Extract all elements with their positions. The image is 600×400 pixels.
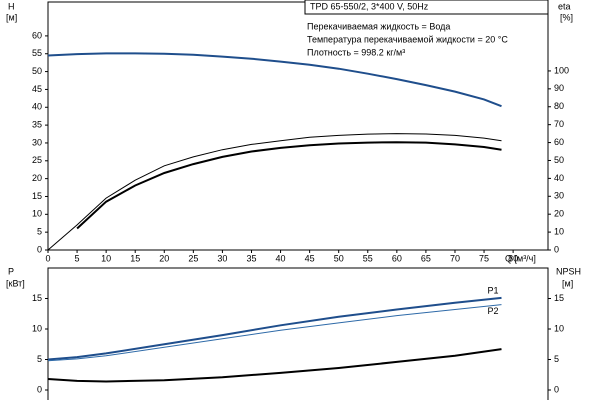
series-line: [47, 133, 502, 251]
annotation: Температура перекачиваемой жидкости = 20…: [307, 34, 508, 44]
series-line: [47, 348, 502, 383]
y2-tick-label: 20: [554, 209, 564, 219]
chart-title: TPD 65-550/2, 3*400 V, 50Hz: [310, 1, 429, 11]
x-tick-label: 35: [246, 253, 256, 263]
y-tick-label: 25: [32, 155, 42, 165]
y2-tick-label: 50: [554, 155, 564, 165]
y2-tick-label: 100: [554, 65, 569, 75]
y-axis-label: H: [8, 1, 15, 11]
y2-tick-label: 10: [554, 323, 564, 333]
y-tick-label: 0: [37, 244, 42, 254]
y-axis-unit: [кВт]: [6, 278, 25, 288]
y-tick-label: 35: [32, 119, 42, 129]
y-tick-label: 15: [32, 293, 42, 303]
y2-tick-label: 60: [554, 137, 564, 147]
x-tick-label: 65: [421, 253, 431, 263]
x-tick-label: 5: [75, 253, 80, 263]
y2-axis-label: eta: [558, 1, 571, 11]
series-line: [76, 141, 502, 230]
x-tick-label: 45: [305, 253, 315, 263]
y-tick-label: 5: [37, 354, 42, 364]
x-tick-label: 20: [159, 253, 169, 263]
x-tick-label: 70: [450, 253, 460, 263]
x-axis-label: Q [м³/ч]: [505, 253, 536, 263]
series-line: [47, 304, 502, 362]
series-label: P2: [487, 306, 498, 316]
y2-tick-label: 40: [554, 173, 564, 183]
series-line: [47, 52, 502, 108]
y-tick-label: 10: [32, 323, 42, 333]
y-tick-label: 45: [32, 84, 42, 94]
x-tick-label: 50: [334, 253, 344, 263]
y2-tick-label: 0: [554, 384, 559, 394]
x-tick-label: 55: [363, 253, 373, 263]
y2-tick-label: 70: [554, 119, 564, 129]
y-tick-label: 10: [32, 209, 42, 219]
x-tick-label: 30: [217, 253, 227, 263]
y2-tick-label: 5: [554, 354, 559, 364]
y-tick-label: 20: [32, 173, 42, 183]
y2-tick-label: 15: [554, 293, 564, 303]
title-box: [304, 0, 549, 15]
x-tick-label: 60: [392, 253, 402, 263]
annotation: Плотность = 998.2 кг/м³: [307, 47, 405, 57]
series-label: P1: [487, 285, 498, 295]
y2-tick-label: 80: [554, 101, 564, 111]
bottom-frame: [47, 267, 549, 400]
y2-tick-label: 0: [554, 244, 559, 254]
y-axis-label: P: [8, 266, 14, 276]
y2-tick-label: 10: [554, 226, 564, 236]
y-tick-label: 60: [32, 30, 42, 40]
series-line: [47, 296, 502, 361]
y-tick-label: 50: [32, 66, 42, 76]
y-tick-label: 30: [32, 137, 42, 147]
y-tick-label: 5: [37, 227, 42, 237]
y2-axis-unit: [м]: [562, 278, 573, 288]
y-axis-unit: [м]: [6, 12, 17, 22]
top-frame: [47, 1, 549, 251]
x-tick-label: 25: [188, 253, 198, 263]
x-tick-label: 40: [276, 253, 286, 263]
x-tick-label: 0: [45, 253, 50, 263]
annotation: Перекачиваемая жидкость = Вода: [307, 21, 450, 31]
y-tick-label: 40: [32, 102, 42, 112]
y-tick-label: 55: [32, 48, 42, 58]
y-tick-label: 0: [37, 384, 42, 394]
x-tick-label: 75: [479, 253, 489, 263]
y2-axis-unit: [%]: [560, 12, 573, 22]
x-tick-label: 15: [130, 253, 140, 263]
y2-axis-label: NPSH: [556, 266, 581, 276]
x-tick-label: 80: [508, 253, 518, 263]
y2-tick-label: 90: [554, 83, 564, 93]
y2-tick-label: 30: [554, 191, 564, 201]
y-tick-label: 15: [32, 191, 42, 201]
x-tick-label: 10: [101, 253, 111, 263]
